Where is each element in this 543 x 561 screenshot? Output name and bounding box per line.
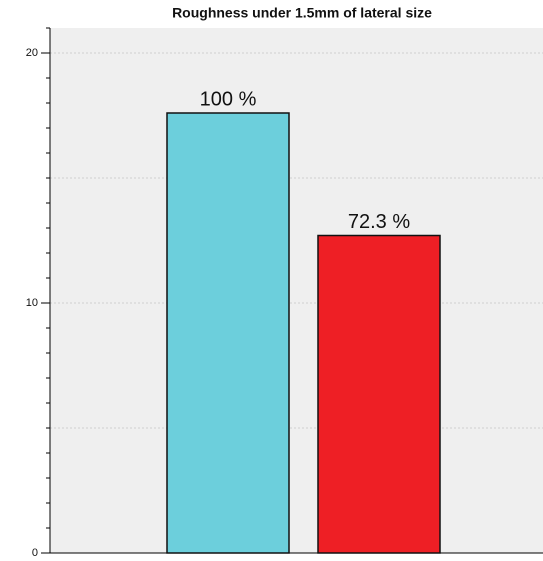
bar-annotation: 72.3 % (348, 211, 410, 233)
chart-title: Roughness under 1.5mm of lateral size (172, 5, 432, 21)
bar (166, 112, 290, 554)
bar-annotation: 100 % (200, 88, 257, 110)
bar (317, 234, 441, 554)
y-tick-label: 10 (26, 297, 38, 309)
y-tick-label: 0 (32, 547, 38, 559)
plot-area (50, 28, 543, 553)
y-tick-label: 20 (26, 47, 38, 59)
